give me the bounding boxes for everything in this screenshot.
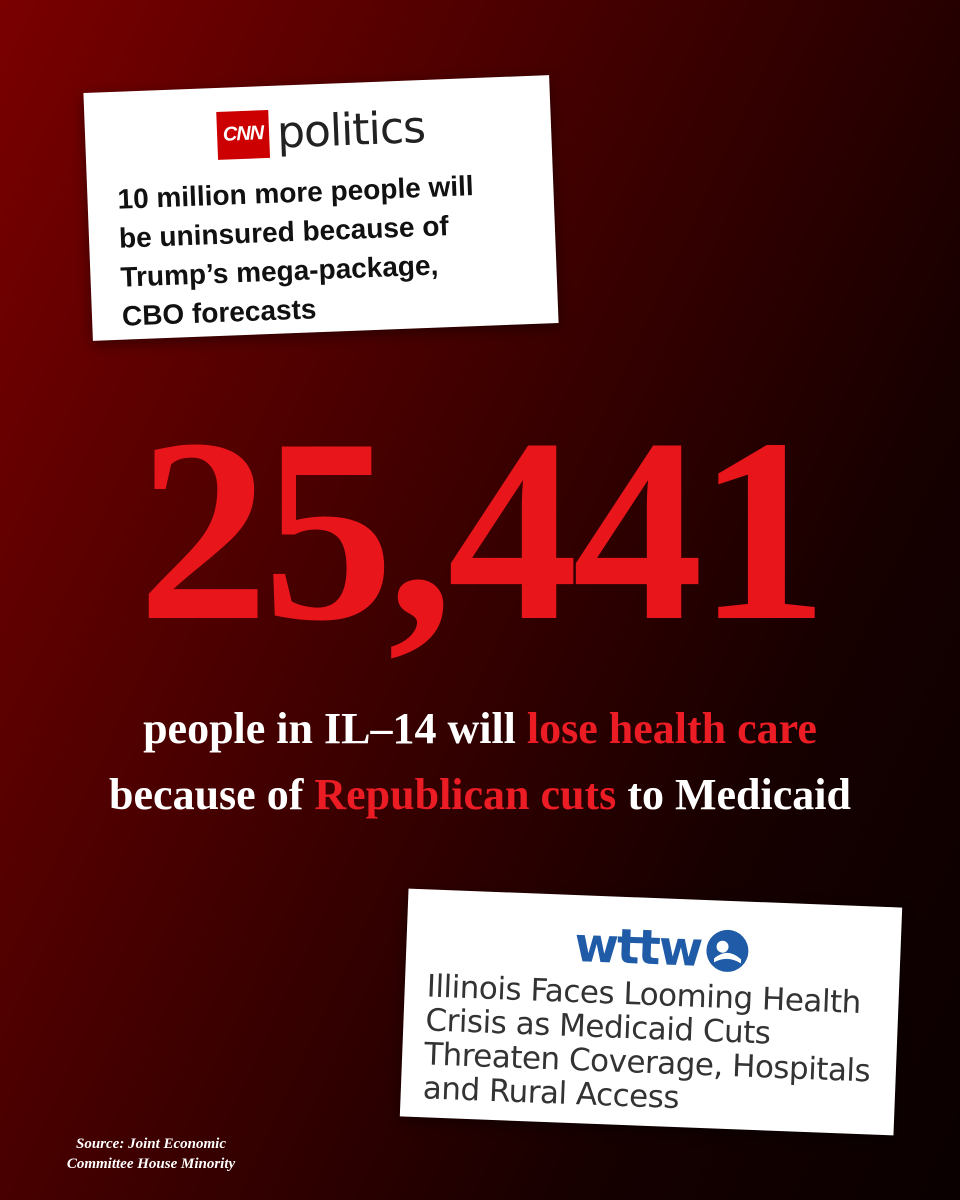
icon-circle — [705, 929, 748, 972]
source-line: Committee House Minority — [66, 1156, 236, 1172]
source-line: Source: Joint Economic — [75, 1136, 226, 1152]
wttw-logo-row: wttw — [573, 917, 750, 980]
highlight: lose health care — [526, 704, 817, 753]
icon-head — [716, 940, 729, 953]
statement: people in IL–14 will lose health care be… — [0, 696, 960, 828]
source: Source: Joint Economic Committee House M… — [36, 1134, 266, 1174]
big-number: 25,441 — [137, 385, 829, 675]
wttw-card: wttw Illinois Faces Looming Health Crisi… — [399, 888, 903, 1136]
text: people in IL–14 will — [143, 704, 516, 753]
text: to Medicaid — [627, 770, 851, 819]
statement-line: people in IL–14 will lose health care — [0, 696, 960, 762]
cnn-logo-row: CNN politics — [216, 102, 426, 161]
text: because of — [109, 770, 304, 819]
cnn-logo: CNN — [216, 109, 271, 160]
cnn-brand: politics — [276, 101, 426, 159]
cnn-headline: 10 million more people will be uninsured… — [117, 166, 479, 336]
highlight: Republican cuts — [314, 770, 617, 819]
pbs-icon — [705, 929, 748, 972]
cnn-card: CNN politics 10 million more people will… — [83, 75, 559, 341]
statement-line: because of Republican cuts to Medicaid — [0, 762, 960, 828]
wttw-logo: wttw — [573, 917, 703, 978]
icon-body — [713, 952, 741, 964]
wttw-headline: Illinois Faces Looming Health Crisis as … — [422, 968, 873, 1122]
